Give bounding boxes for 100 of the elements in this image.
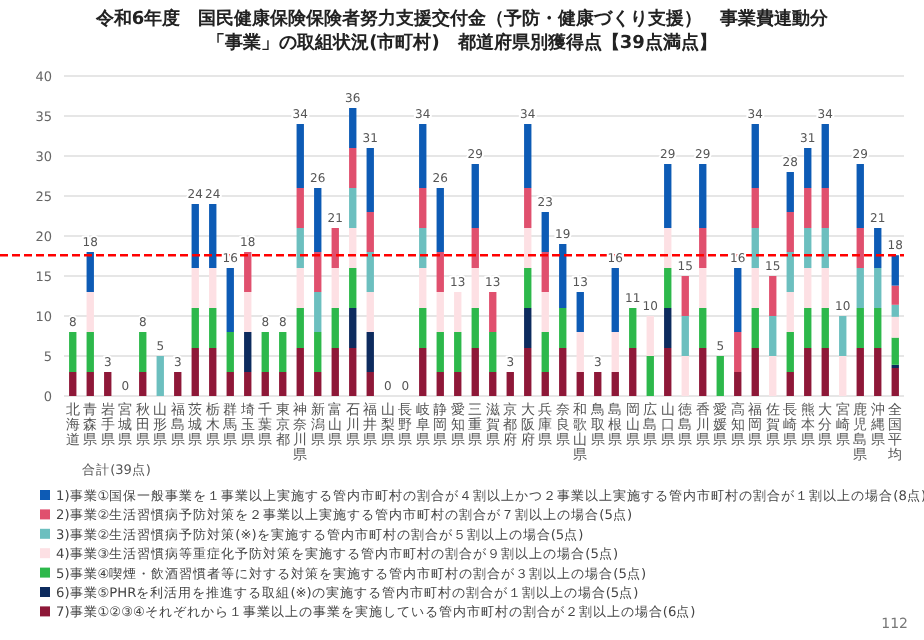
- bar: [874, 308, 882, 348]
- bar: [331, 228, 339, 268]
- bar: [104, 372, 112, 396]
- bar: [769, 316, 777, 356]
- bar: [576, 292, 584, 332]
- bar: [664, 348, 672, 396]
- bar: [436, 372, 444, 396]
- bar: [296, 348, 304, 396]
- bar: [331, 348, 339, 396]
- bar: [279, 332, 287, 372]
- bar: [786, 212, 794, 252]
- bar: [629, 348, 637, 396]
- bar: [611, 372, 619, 396]
- bar: [296, 188, 304, 228]
- bar: [436, 188, 444, 252]
- bar: [489, 332, 497, 372]
- bar: [139, 332, 147, 372]
- bar: [821, 124, 829, 188]
- bar: [751, 348, 759, 396]
- bar: [559, 244, 567, 308]
- bar: [751, 228, 759, 268]
- bar: [366, 148, 374, 212]
- bar: [786, 332, 794, 372]
- bar: [786, 172, 794, 212]
- bar: [156, 356, 164, 396]
- bar: [646, 356, 654, 396]
- bar: [804, 228, 812, 268]
- chart-subtitle: 「事業」の取組状況(市町村) 都道府県別獲得点【39点満点】: [207, 32, 717, 54]
- bar: [314, 292, 322, 332]
- bar: [699, 228, 707, 268]
- bar: [366, 252, 374, 292]
- bar: [821, 228, 829, 268]
- bar: [559, 348, 567, 396]
- bar: [804, 348, 812, 396]
- bar: [489, 372, 497, 396]
- bar: [856, 308, 864, 348]
- bar: [244, 332, 252, 372]
- bar: [86, 372, 94, 396]
- bar: [891, 337, 899, 365]
- bar: [804, 188, 812, 228]
- bar: [226, 268, 234, 332]
- bar: [314, 188, 322, 252]
- bar: [226, 332, 234, 372]
- bar: [891, 285, 899, 305]
- bar: [419, 308, 427, 348]
- bar: [664, 268, 672, 308]
- bar: [541, 332, 549, 372]
- bar: [524, 124, 532, 188]
- bar: [191, 348, 199, 396]
- bar: [471, 308, 479, 348]
- bar: [734, 332, 742, 372]
- bar: [681, 276, 689, 316]
- bar: [69, 372, 77, 396]
- bar: [261, 372, 269, 396]
- bar: [594, 372, 602, 396]
- bar: [69, 332, 77, 372]
- bar: [576, 372, 584, 396]
- bar: [296, 228, 304, 268]
- bar: [349, 348, 357, 396]
- bar: [541, 212, 549, 252]
- bar: [821, 188, 829, 228]
- bar: [366, 212, 374, 252]
- bar: [296, 308, 304, 348]
- bar: [699, 308, 707, 348]
- bar: [191, 204, 199, 268]
- bar: [419, 188, 427, 228]
- bar: [174, 372, 182, 396]
- bar: [419, 124, 427, 188]
- bar: [629, 308, 637, 348]
- bar: [436, 332, 444, 372]
- bar: [664, 308, 672, 348]
- bar: [786, 372, 794, 396]
- bar: [524, 188, 532, 228]
- bar: [296, 124, 304, 188]
- bar: [244, 252, 252, 292]
- bar: [716, 356, 724, 396]
- bar: [419, 348, 427, 396]
- bar: [664, 164, 672, 228]
- bar: [524, 348, 532, 396]
- bar: [734, 372, 742, 396]
- bar: [891, 368, 899, 396]
- bar: [349, 308, 357, 348]
- bar: [891, 304, 899, 317]
- bar: [541, 372, 549, 396]
- bar: [524, 308, 532, 348]
- bar: [786, 252, 794, 292]
- bar: [611, 268, 619, 332]
- bar: [454, 332, 462, 372]
- bar: [349, 108, 357, 148]
- bar: [856, 228, 864, 268]
- bar: [751, 124, 759, 188]
- bar: [681, 316, 689, 356]
- chart-title: 令和6年度 国民健康保険保険者努力支援交付金（予防・健康づくり支援） 事業費連動分: [93, 8, 831, 30]
- bar: [349, 188, 357, 228]
- bar: [86, 252, 94, 292]
- bar: [821, 348, 829, 396]
- bar: [734, 268, 742, 332]
- bar: [804, 148, 812, 188]
- bar: [314, 332, 322, 372]
- bar: [524, 268, 532, 308]
